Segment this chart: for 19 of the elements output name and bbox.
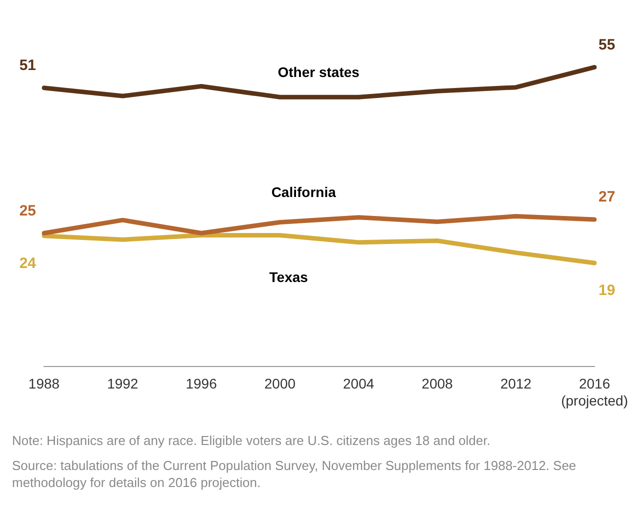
text: Texas (269, 269, 308, 286)
series-label: Other states (278, 64, 360, 80)
data-label: 25 (19, 202, 36, 220)
x-tick-label: 1992 (107, 376, 138, 392)
x-tick-label: 2008 (422, 376, 454, 392)
data-label: 55 (598, 36, 616, 54)
x-tick-label: 1996 (186, 376, 218, 392)
source-note: Source: tabulations of the Current Population Survey, November Supplements for 1988-2012. See methodology for details on 2016 projection. (12, 457, 578, 491)
data-label: 24 (19, 254, 37, 272)
x-tick-label: 2012 (500, 376, 532, 392)
x-tick-label: 2016 (projected) (561, 376, 628, 408)
data-label: 51 (19, 57, 36, 74)
data-label: 27 (598, 188, 616, 206)
x-tick-label: 2004 (343, 376, 374, 392)
x-tick-label: 1988 (28, 376, 60, 392)
text: Note: Hispanics are of any race. Eligible voters are U.S. citizens ages 18 and older. (12, 432, 492, 449)
series-label: California (271, 184, 336, 200)
x-tick-label: 2000 (264, 376, 296, 392)
data-label: 19 (598, 282, 616, 300)
